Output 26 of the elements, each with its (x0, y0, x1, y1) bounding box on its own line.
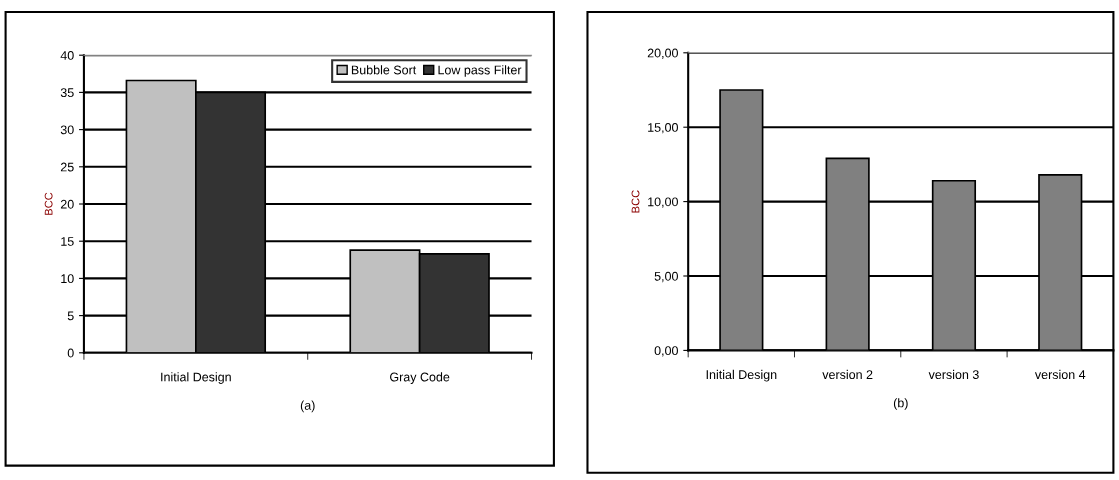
legend-label: Bubble Sort (351, 65, 417, 75)
x-tick-label: version 4 (1034, 369, 1086, 380)
legend-label: Low pass Filter (438, 65, 522, 77)
x-tick-label: Initial Design (161, 372, 231, 384)
x-tick-label: version 3 (928, 369, 979, 380)
y-axis-title: BCC (44, 192, 53, 215)
y-tick-label: 0 (67, 348, 74, 358)
y-tick-label: 10,00 (648, 197, 678, 208)
x-axis-title: (a) (300, 400, 315, 413)
y-tick-label: 15,00 (648, 123, 678, 134)
x-tick-label: version 2 (822, 369, 873, 380)
y-tick-label: 5,00 (654, 271, 678, 283)
y-tick-label: 30 (60, 125, 74, 135)
y-tick-label: 25 (60, 162, 74, 172)
y-tick-label: 20,00 (647, 48, 678, 59)
y-tick-label: 0,00 (654, 346, 678, 357)
y-tick-label: 10 (61, 274, 74, 284)
x-axis-title: (b) (893, 398, 908, 410)
y-tick-label: 35 (60, 88, 74, 98)
y-tick-label: 20 (60, 199, 74, 209)
y-tick-label: 5 (67, 311, 74, 321)
x-tick-label: Initial Design (706, 369, 777, 382)
x-tick-label: Gray Code (390, 372, 450, 384)
y-tick-label: 40 (60, 51, 74, 60)
y-tick-label: 15 (61, 237, 74, 246)
y-axis-title: BCC (631, 190, 640, 213)
